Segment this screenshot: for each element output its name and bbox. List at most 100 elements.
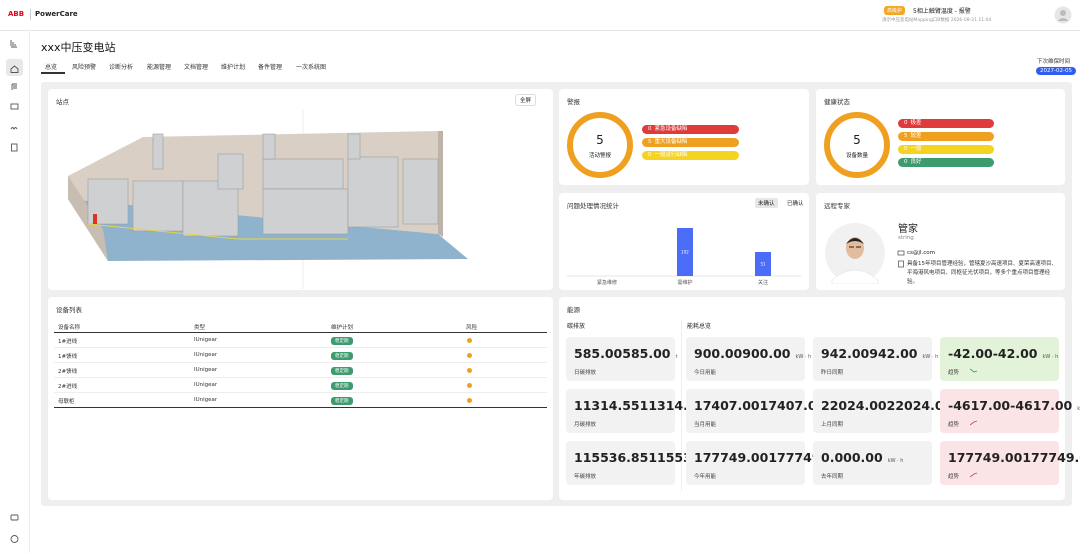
- energy-unit: t: [675, 354, 678, 360]
- pill-count: 5: [648, 139, 652, 145]
- energy-label: 日碳排放: [574, 370, 597, 376]
- nav-tab[interactable]: 一次系统图: [296, 64, 327, 71]
- row-rule: [54, 392, 547, 393]
- sidebar: [0, 30, 30, 553]
- nav-tab[interactable]: 能源管理: [147, 64, 172, 71]
- ring: [824, 112, 890, 178]
- panel-title: 远程专家: [824, 202, 850, 210]
- icon-users[interactable]: [10, 127, 18, 131]
- energy-value-text: 942.00: [821, 346, 870, 361]
- row-rule: [54, 347, 547, 348]
- expert-email: cs@jl.com: [907, 250, 935, 256]
- icon-tree[interactable]: [11, 83, 17, 90]
- energy-card: 0.000.00 kW · h 去年同期: [813, 441, 932, 485]
- nav-tab[interactable]: 诊断分析: [109, 64, 134, 71]
- pill-count: 0: [648, 126, 652, 132]
- status-pill[interactable]: 0 极差: [898, 119, 994, 128]
- icon-monitor[interactable]: [10, 103, 19, 110]
- device-name[interactable]: 2#进线: [58, 384, 78, 390]
- device-name[interactable]: 1#馈线: [58, 354, 78, 360]
- avatar[interactable]: [1054, 6, 1072, 24]
- row-rule: [54, 407, 547, 408]
- energy-card: 115536.85115536.85t年碳排放: [566, 441, 730, 485]
- fullscreen-button[interactable]: 全屏: [515, 94, 537, 106]
- pill-count: 5: [904, 133, 908, 139]
- device-name[interactable]: 1#进线: [58, 339, 78, 345]
- icon-active-bg: [6, 59, 23, 76]
- status-pill[interactable]: 5 较差: [898, 132, 994, 141]
- pill-label: 紧急设备缺陷: [654, 126, 688, 132]
- status-pill[interactable]: 5 重大设备缺陷: [642, 138, 739, 147]
- energy-card: 942.00942.00 kW · h 昨日同期: [813, 337, 938, 381]
- status-pill[interactable]: 0 一般运行缺陷: [642, 151, 739, 160]
- expert-role: string: [898, 235, 914, 241]
- status-pill[interactable]: 0 紧急设备缺陷: [642, 125, 739, 134]
- status-ring: [824, 112, 890, 178]
- nav-tab[interactable]: 备件管理: [258, 64, 283, 71]
- energy-value-text: -42.00: [948, 346, 993, 361]
- expert-panel: 远程专家 管家 string cs@jl.com 具备15年项目管理经验，管辖夏…: [816, 193, 1065, 290]
- risk-icon: [467, 352, 472, 358]
- energy-panel: 能源 碳排放 能耗总览 585.00585.00 t 日碳排放 11314.55113…: [559, 297, 1080, 500]
- issues-panel: 问题处理情况统计 未确认 已确认 紧急维修 102 需维护 51 关注: [559, 193, 809, 290]
- icon-chat[interactable]: [10, 514, 19, 521]
- icon-home[interactable]: [10, 65, 19, 73]
- section-divider: [681, 321, 682, 491]
- trend-arrow: [970, 472, 978, 478]
- alert-detail: 滇示中压变电站Mapping口B数据 2026-08-21 11:04: [882, 18, 992, 23]
- toggle-button[interactable]: 已确认: [787, 201, 804, 207]
- alert-title[interactable]: 5相上触臂温度 - 报警: [913, 8, 971, 15]
- maintenance-label: 下次维保时间: [1037, 59, 1071, 65]
- health-panel: 健康状态 5 设备数量 0 极差 5 较差 0 一般 0 良好: [816, 89, 1065, 185]
- risk-icon: [467, 397, 472, 403]
- nav-tab[interactable]: 风险预警: [72, 64, 97, 71]
- row-rule: [54, 377, 547, 378]
- top-bar: ABB PowerCare 高级护 5相上触臂温度 - 报警 滇示中压变电站Ma…: [0, 0, 1080, 31]
- toggle-button[interactable]: 未确认: [755, 198, 778, 208]
- device-name[interactable]: 2#馈线: [58, 369, 78, 375]
- bar-value-label: 51: [760, 262, 766, 267]
- station-3d-view[interactable]: [48, 109, 553, 289]
- logo: ABB: [8, 10, 25, 18]
- nav-tab[interactable]: 维护计划: [221, 64, 246, 71]
- risk-icon: [467, 367, 472, 373]
- trend-arrow: [970, 420, 978, 426]
- energy-value: 0.000.00 kW · h: [821, 450, 904, 465]
- icon-doc[interactable]: [11, 143, 18, 152]
- status-pill[interactable]: 0 一般: [898, 145, 994, 154]
- panel-title: 警报: [567, 98, 580, 106]
- panel-title: 健康状态: [824, 98, 850, 106]
- energy-label: 昨日同期: [821, 370, 844, 376]
- status-pill[interactable]: 0 良好: [898, 158, 994, 167]
- device-panel: 设备列表 设备名称 类型 维护计划 风险 1#进线 IUnigear 稳定期 1#馈线 IUni…: [48, 297, 553, 500]
- pill-count: 0: [904, 120, 908, 126]
- x-tick-label: 关注: [758, 279, 768, 286]
- energy-label: 月碳排放: [574, 422, 597, 428]
- icon-analytics[interactable]: [10, 40, 17, 48]
- energy-value-text: 900.00: [694, 346, 743, 361]
- trend-icon: [970, 368, 978, 373]
- energy-value: 942.00942.00 kW · h: [821, 346, 939, 361]
- energy-value-text: 11314.55: [574, 398, 640, 413]
- energy-value-text: -4617.00: [948, 398, 1011, 413]
- device-name[interactable]: 母联柜: [58, 399, 75, 405]
- pill-label: 较差: [910, 133, 922, 139]
- energy-card: 585.00585.00 t 日碳排放: [566, 337, 678, 381]
- energy-label: 趋势: [948, 370, 960, 376]
- status-ring: [567, 112, 633, 178]
- maintenance-date: 2027-02-05: [1036, 67, 1076, 75]
- bar: [677, 228, 693, 276]
- nav-tab[interactable]: 文档管理: [184, 64, 209, 71]
- energy-label: 年碳排放: [574, 474, 597, 480]
- expert-description: 具备15年项目管理经验，管辖夏沙高速项目、夏荣高速项目、平海港风电项目、同枢征光…: [907, 261, 1058, 285]
- nav-tab[interactable]: 总览: [45, 64, 58, 71]
- icon-info[interactable]: [10, 535, 19, 543]
- ring-count: 5: [596, 133, 604, 147]
- pill-count: 0: [648, 152, 652, 158]
- energy-unit: kW · h: [887, 458, 904, 464]
- tab-underline: [41, 72, 65, 74]
